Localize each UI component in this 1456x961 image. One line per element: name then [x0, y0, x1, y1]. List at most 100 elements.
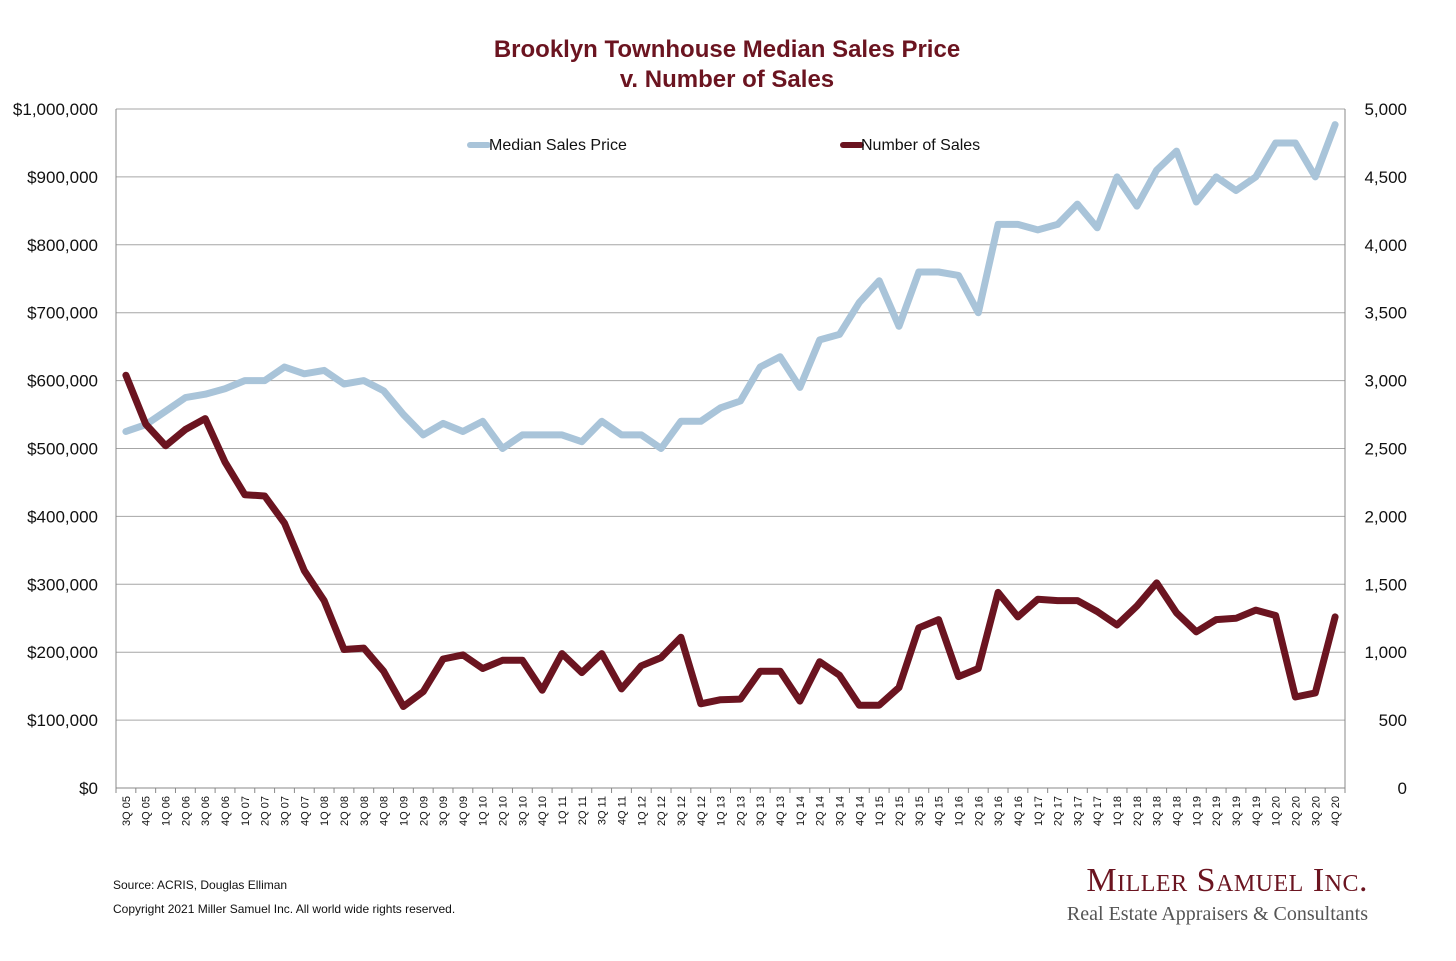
data-point-median-sales-price	[898, 325, 900, 328]
data-point-median-sales-price	[620, 433, 623, 436]
x-tick-label: 1Q 06	[161, 796, 173, 826]
x-tick-label: 2Q 13	[735, 796, 747, 826]
x-tick-label: 2Q 07	[260, 796, 272, 826]
data-point-median-sales-price	[580, 440, 583, 443]
x-tick-label: 4Q 06	[220, 796, 232, 826]
x-tick-label: 4Q 14	[854, 796, 866, 826]
x-tick-label: 2Q 17	[1053, 796, 1065, 826]
x-tick-label: 1Q 15	[874, 796, 886, 826]
x-tick-label: 3Q 13	[755, 796, 767, 826]
data-point-number-of-sales	[402, 705, 405, 708]
chart-title-line-2: v. Number of Sales	[620, 66, 834, 93]
series-line-median-sales-price	[122, 121, 1339, 452]
x-tick-label: 3Q 10	[517, 796, 529, 826]
data-point-median-sales-price	[917, 271, 920, 273]
y-right-tick-label: 500	[1379, 711, 1407, 730]
data-point-number-of-sales	[660, 656, 663, 659]
x-tick-label: 1Q 18	[1112, 796, 1124, 826]
data-point-number-of-sales	[1155, 581, 1158, 584]
data-point-median-sales-price	[541, 433, 544, 436]
y-left-tick-label: $100,000	[27, 711, 98, 730]
data-point-number-of-sales	[580, 671, 583, 674]
data-point-median-sales-price	[719, 406, 722, 409]
x-tick-label: 4Q 15	[934, 796, 946, 826]
x-tick-label: 4Q 20	[1330, 796, 1342, 826]
data-point-median-sales-price	[779, 355, 782, 358]
x-tick-label: 1Q 09	[398, 796, 410, 826]
source-note: Source: ACRIS, Douglas Elliman	[113, 878, 288, 892]
data-point-number-of-sales	[719, 698, 722, 701]
x-tick-label: 4Q 18	[1172, 796, 1184, 826]
data-point-number-of-sales	[561, 652, 563, 655]
x-tick-label: 2Q 18	[1132, 796, 1144, 826]
data-point-median-sales-price	[739, 400, 742, 402]
data-point-number-of-sales	[739, 698, 742, 701]
company-logo-tagline: Real Estate Appraisers & Consultants	[1066, 903, 1368, 925]
data-point-number-of-sales	[382, 670, 385, 673]
data-point-number-of-sales	[283, 522, 286, 525]
data-point-number-of-sales	[858, 704, 861, 707]
y-left-tick-label: $400,000	[27, 507, 98, 526]
y-axis-left-ticks: $0 $100,000 $200,000 $300,000 $400,000 $500,0…	[13, 100, 98, 798]
data-point-number-of-sales	[679, 636, 682, 639]
data-point-median-sales-price	[204, 393, 207, 396]
x-tick-label: 3Q 15	[914, 796, 926, 826]
data-point-number-of-sales	[1116, 624, 1118, 626]
data-point-median-sales-price	[224, 387, 226, 390]
y-left-tick-label: $700,000	[27, 304, 98, 323]
y-left-tick-label: $1,000,000	[13, 100, 98, 119]
data-point-median-sales-price	[1076, 203, 1079, 206]
data-point-median-sales-price	[1235, 189, 1237, 192]
gridlines	[115, 108, 1346, 793]
y-left-tick-label: $500,000	[27, 440, 98, 459]
x-tick-label: 1Q 12	[636, 796, 648, 826]
data-point-number-of-sales	[1334, 615, 1337, 618]
data-point-number-of-sales	[640, 664, 643, 667]
data-point-number-of-sales	[263, 495, 266, 497]
data-point-number-of-sales	[1036, 598, 1039, 601]
data-point-median-sales-price	[481, 420, 484, 423]
data-point-number-of-sales	[1274, 614, 1277, 617]
data-point-median-sales-price	[699, 420, 702, 423]
data-point-median-sales-price	[1334, 123, 1337, 126]
x-tick-label: 2Q 08	[339, 796, 351, 826]
x-tick-label: 4Q 19	[1251, 796, 1263, 826]
x-tick-label: 1Q 14	[795, 796, 807, 826]
data-point-number-of-sales	[422, 690, 425, 693]
data-point-number-of-sales	[501, 659, 504, 662]
legend: Median Sales Price Number of Sales	[467, 137, 980, 154]
x-tick-label: 2Q 12	[656, 796, 668, 826]
data-point-median-sales-price	[1175, 150, 1178, 153]
data-point-median-sales-price	[878, 279, 881, 282]
data-point-median-sales-price	[1314, 175, 1317, 178]
data-point-number-of-sales	[1016, 615, 1019, 618]
x-tick-label: 4Q 10	[537, 796, 549, 826]
data-point-number-of-sales	[144, 423, 147, 426]
series-lines	[122, 121, 1339, 710]
data-point-number-of-sales	[997, 591, 1000, 594]
x-tick-label: 3Q 11	[597, 796, 609, 825]
y-right-tick-label: 2,500	[1364, 440, 1407, 459]
data-point-median-sales-price	[957, 274, 960, 277]
data-point-median-sales-price	[1116, 175, 1118, 178]
data-point-median-sales-price	[1036, 228, 1039, 231]
data-point-median-sales-price	[303, 372, 306, 375]
data-point-median-sales-price	[164, 410, 167, 413]
data-point-number-of-sales	[1235, 617, 1237, 620]
data-point-median-sales-price	[1254, 175, 1257, 178]
data-point-number-of-sales	[204, 417, 207, 420]
y-right-tick-label: 4,500	[1364, 168, 1407, 187]
y-left-tick-label: $900,000	[27, 168, 98, 187]
company-logo-name: Miller Samuel Inc.	[1086, 862, 1368, 899]
x-tick-label: 4Q 12	[696, 796, 708, 826]
x-tick-label: 2Q 16	[973, 796, 985, 826]
data-point-median-sales-price	[124, 430, 127, 433]
data-point-number-of-sales	[917, 626, 920, 629]
x-tick-label: 1Q 16	[953, 796, 965, 826]
x-tick-label: 1Q 08	[319, 796, 331, 826]
data-point-number-of-sales	[1215, 618, 1218, 621]
data-point-number-of-sales	[937, 618, 940, 621]
data-point-number-of-sales	[1294, 696, 1297, 698]
data-point-median-sales-price	[263, 379, 266, 382]
